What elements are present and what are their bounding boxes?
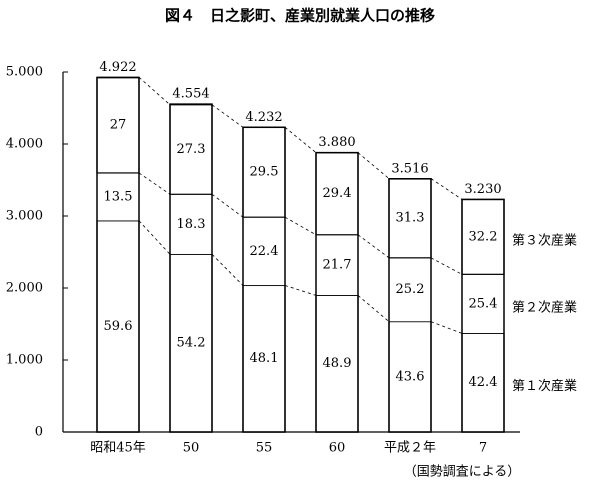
y-tick-label: 3.000 xyxy=(6,209,43,224)
y-tick-label: 4.000 xyxy=(6,137,43,152)
segment-label: 29.4 xyxy=(323,186,352,201)
bar-segment xyxy=(315,234,359,296)
bar-segment xyxy=(242,126,286,218)
segment-label: 18.3 xyxy=(177,217,206,232)
connector xyxy=(284,126,317,153)
segment-label: 48.1 xyxy=(250,351,279,366)
x-tick-label: 60 xyxy=(329,441,346,456)
connector xyxy=(211,104,244,128)
bar-outline xyxy=(242,126,286,433)
total-label: 3.230 xyxy=(464,182,501,197)
bar-outline xyxy=(169,103,213,433)
y-tick-label: 0 xyxy=(35,425,43,440)
segment-label: 27 xyxy=(110,118,127,133)
connector xyxy=(211,254,244,286)
bar-outline xyxy=(315,151,359,433)
x-tick-label: 55 xyxy=(256,441,273,456)
x-tick-label: 昭和45年 xyxy=(90,441,146,456)
segment-label: 25.4 xyxy=(469,296,498,311)
y-tick-label: 5.000 xyxy=(6,65,43,80)
y-tick-label: 1.000 xyxy=(6,353,43,368)
total-label: 3.516 xyxy=(391,161,428,176)
bar-outline xyxy=(461,198,505,433)
x-tick-label: 7 xyxy=(479,441,487,456)
connector xyxy=(357,295,390,322)
legend-label: 第２次産業 xyxy=(512,299,577,315)
connector xyxy=(357,234,390,259)
total-label: 3.880 xyxy=(318,135,355,150)
total-label: 4.554 xyxy=(172,87,209,102)
connector xyxy=(138,172,171,195)
segment-label: 25.2 xyxy=(396,282,425,297)
x-tick-label: 50 xyxy=(183,441,200,456)
legend-label: 第３次産業 xyxy=(512,232,577,248)
source-note: （国勢調査による） xyxy=(404,465,521,480)
connector xyxy=(357,152,390,179)
bar-segment xyxy=(96,172,140,222)
connector xyxy=(211,193,244,218)
connector xyxy=(284,216,317,236)
segment-label: 48.9 xyxy=(323,356,352,371)
segment-label: 54.2 xyxy=(177,336,206,351)
segment-label: 13.5 xyxy=(104,189,133,204)
connector xyxy=(430,321,463,334)
total-label: 4.922 xyxy=(99,60,136,75)
bar-outline xyxy=(96,76,140,433)
bar-segment xyxy=(388,177,432,259)
connector xyxy=(430,178,463,200)
segment-label: 42.4 xyxy=(469,375,498,390)
total-label: 4.232 xyxy=(245,110,282,125)
bar-segment xyxy=(315,294,359,433)
segment-label: 43.6 xyxy=(396,369,425,384)
bar-outline xyxy=(388,178,432,433)
chart-title: 図４ 日之影町、産業別就業人口の推移 xyxy=(165,7,435,25)
segment-label: 27.3 xyxy=(177,142,206,157)
connector xyxy=(284,285,317,296)
legend-label: 第１次産業 xyxy=(512,378,577,394)
segment-label: 32.2 xyxy=(469,229,498,244)
bar-segment xyxy=(388,257,432,322)
y-tick-label: 2.000 xyxy=(6,281,43,296)
segment-label: 31.3 xyxy=(396,211,425,226)
connector xyxy=(430,257,463,275)
segment-label: 29.5 xyxy=(250,165,279,180)
bar-segment xyxy=(169,104,213,195)
x-tick-label: 平成２年 xyxy=(384,441,436,456)
segment-label: 22.4 xyxy=(250,244,279,259)
connector xyxy=(138,220,171,255)
segment-label: 59.6 xyxy=(104,319,133,334)
segment-label: 21.7 xyxy=(323,258,352,273)
connector xyxy=(138,76,171,106)
